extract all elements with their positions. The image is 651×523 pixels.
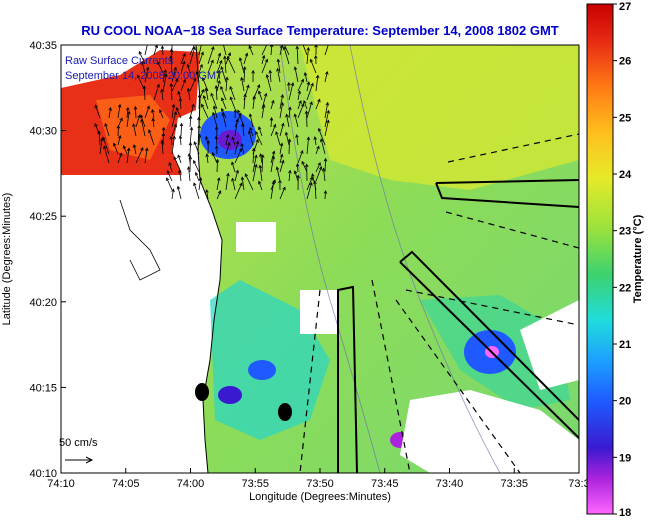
y-tick-label: 40:10 — [29, 468, 57, 480]
land-mass — [61, 175, 196, 473]
y-axis-label: Latitude (Degrees:Minutes) — [1, 193, 13, 326]
colorbar-tick-label: 18 — [619, 507, 631, 518]
legend-line2: September 14, 2008 20:00 GMT — [65, 70, 223, 82]
colorbar — [587, 4, 613, 514]
y-tick-label: 40:20 — [29, 297, 57, 309]
x-tick-label: 73:45 — [371, 478, 399, 490]
colorbar-tick-label: 21 — [619, 339, 631, 351]
cold-patch-south2 — [218, 386, 242, 404]
colorbar-tick-label: 24 — [619, 169, 632, 181]
colorbar-tick-label: 23 — [619, 226, 631, 238]
colorbar-tick-label: 26 — [619, 56, 631, 68]
current-vector — [217, 160, 218, 172]
x-tick-label: 74:05 — [112, 478, 140, 490]
y-tick-label: 40:30 — [29, 126, 57, 138]
map-panel — [61, 38, 579, 473]
radar-site — [195, 383, 209, 401]
no-data-gap — [236, 222, 276, 252]
scale-label: 50 cm/s — [59, 437, 98, 449]
x-tick-label: 73:35 — [500, 478, 528, 490]
colorbar-tick-label: 25 — [619, 112, 631, 124]
cold-core — [218, 130, 242, 150]
y-tick-label: 40:35 — [29, 40, 57, 52]
cold-patch-south — [248, 360, 276, 380]
colorbar-tick-label: 22 — [619, 282, 631, 294]
y-tick-label: 40:25 — [29, 211, 57, 223]
legend-line1: Raw Surface Currents — [65, 55, 174, 67]
x-tick-label: 73:50 — [306, 478, 334, 490]
x-tick-label: 73:3 — [568, 478, 589, 490]
colorbar-label: Temperature (°C) — [632, 214, 644, 303]
x-tick-label: 73:55 — [241, 478, 269, 490]
x-axis-label: Longitude (Degrees:Minutes) — [249, 491, 391, 503]
current-vector — [199, 95, 200, 109]
x-tick-label: 74:00 — [177, 478, 205, 490]
colorbar-tick-label: 20 — [619, 396, 631, 408]
no-data-gap — [300, 290, 338, 334]
chart-title: RU COOL NOAA−18 Sea Surface Temperature:… — [81, 23, 559, 38]
radar-site — [278, 403, 292, 421]
colorbar-tick-label: 27 — [619, 1, 631, 13]
x-tick-label: 73:40 — [436, 478, 464, 490]
y-tick-label: 40:15 — [29, 382, 57, 394]
colorbar-tick-label: 19 — [619, 452, 631, 464]
